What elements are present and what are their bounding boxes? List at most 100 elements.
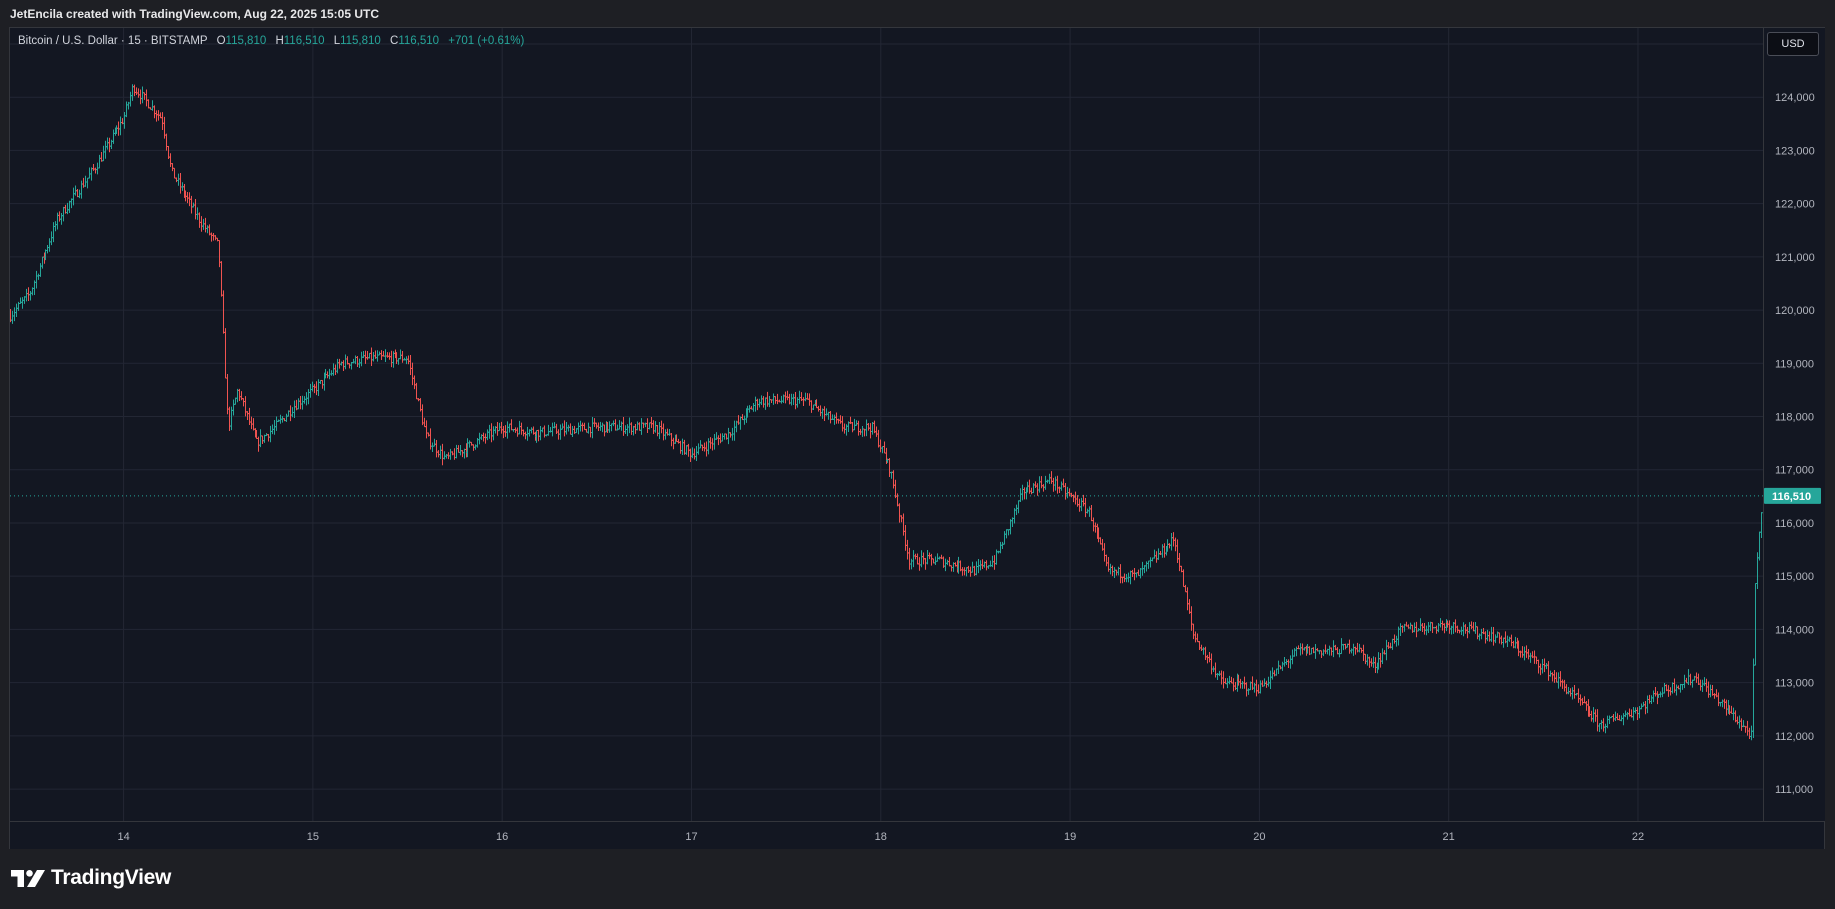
ohlc-bar — [727, 427, 730, 445]
ohlc-bar — [587, 422, 590, 434]
time-tick-label: 17 — [685, 831, 697, 843]
legend-high: 116,510 — [283, 35, 325, 47]
ohlc-bar — [597, 422, 600, 431]
ohlc-bar — [246, 411, 249, 420]
ohlc-bar — [634, 424, 637, 434]
price-axis[interactable]: 111,000 112,000 113,000 114,000 115,000 116,0… — [1763, 28, 1825, 821]
ohlc-bar — [1007, 529, 1010, 536]
ohlc-bar — [1003, 531, 1006, 545]
ohlc-bar — [1458, 629, 1461, 634]
ohlc-bar — [1387, 641, 1390, 649]
ohlc-bar — [648, 422, 651, 430]
ohlc-bar — [851, 421, 854, 433]
ohlc-bar — [1608, 715, 1611, 724]
ohlc-bar — [1074, 491, 1077, 505]
ohlc-bar — [165, 133, 168, 151]
tradingview-logo[interactable]: TradingView — [11, 866, 171, 890]
ohlc-bar — [1551, 672, 1554, 682]
ohlc-bar — [250, 416, 253, 430]
ohlc-bar — [427, 432, 430, 437]
ohlc-bar — [1105, 554, 1108, 567]
ohlc-bar — [92, 163, 95, 171]
ohlc-bar — [415, 382, 418, 400]
ohlc-bar — [626, 424, 629, 437]
price-chart[interactable] — [10, 28, 1763, 821]
price-tick-label: 111,000 — [1775, 784, 1813, 796]
ohlc-bar — [1427, 622, 1430, 634]
ohlc-bar — [84, 175, 87, 187]
currency-button[interactable]: USD — [1767, 32, 1819, 56]
ohlc-bar — [468, 440, 471, 448]
time-tick-label: 21 — [1443, 831, 1455, 843]
ohlc-bar — [1056, 475, 1059, 494]
ohlc-bar — [1606, 715, 1609, 729]
ohlc-bar — [784, 391, 787, 404]
ohlc-bar — [707, 438, 710, 455]
ohlc-bar — [129, 91, 132, 107]
ohlc-bar — [1214, 662, 1217, 678]
ohlc-bar — [1614, 711, 1617, 722]
ohlc-bar — [1182, 569, 1185, 588]
ohlc-bar — [1754, 583, 1757, 666]
ohlc-bar — [1466, 627, 1469, 639]
ohlc-bar — [147, 99, 150, 109]
ohlc-bar — [881, 446, 884, 454]
ohlc-bar — [344, 354, 347, 370]
price-tick-label: 118,000 — [1775, 412, 1814, 424]
ohlc-bar — [413, 375, 416, 390]
ohlc-bar — [654, 421, 657, 433]
ohlc-bar — [179, 173, 182, 194]
ohlc-bar — [1088, 506, 1091, 517]
time-tick-label: 20 — [1253, 831, 1265, 843]
ohlc-bar — [1155, 551, 1158, 563]
ohlc-bar — [1200, 644, 1203, 651]
ohlc-bar — [366, 350, 369, 360]
ohlc-bar — [451, 451, 454, 456]
ohlc-bar — [961, 567, 964, 576]
ohlc-bar — [439, 445, 442, 459]
ohlc-bar — [916, 553, 919, 565]
ohlc-bar — [902, 513, 905, 536]
ohlc-bar — [569, 423, 572, 435]
ohlc-bar — [1746, 720, 1749, 736]
ohlc-bar — [90, 167, 93, 181]
ohlc-bar — [774, 396, 777, 404]
ohlc-bar — [86, 177, 89, 189]
ohlc-bar — [1740, 718, 1743, 731]
ohlc-bar — [792, 393, 795, 406]
ohlc-bar — [1050, 471, 1053, 484]
ohlc-bar — [1099, 537, 1102, 545]
ohlc-bar — [888, 458, 891, 477]
ohlc-bar — [524, 431, 527, 440]
ohlc-bar — [760, 395, 763, 406]
ohlc-bar — [892, 470, 895, 489]
ohlc-bar — [238, 388, 241, 402]
ohlc-bar — [904, 524, 907, 551]
ohlc-bar — [1736, 716, 1739, 725]
ohlc-bar — [1596, 709, 1599, 732]
ohlc-bar — [699, 440, 702, 449]
ohlc-bar — [1119, 564, 1122, 584]
ohlc-bar — [506, 421, 509, 439]
ohlc-bar — [879, 439, 882, 453]
ohlc-bar — [60, 212, 63, 225]
ohlc-bar — [119, 116, 122, 136]
ohlc-bar — [1042, 484, 1045, 492]
ohlc-bar — [1030, 487, 1033, 495]
ohlc-bar — [1210, 653, 1213, 675]
ohlc-bar — [455, 444, 458, 459]
ohlc-bar — [330, 370, 333, 376]
ohlc-bar — [141, 86, 144, 104]
ohlc-bar — [906, 539, 909, 560]
time-axis[interactable]: 14 15 16 17 18 19 20 21 22 — [10, 821, 1824, 849]
ohlc-bar — [1328, 645, 1331, 656]
ohlc-bar — [1527, 648, 1530, 660]
ohlc-bar — [835, 412, 838, 424]
ohlc-bar — [46, 245, 49, 254]
price-tick-label: 117,000 — [1775, 465, 1814, 477]
ohlc-bar — [1362, 644, 1365, 661]
ohlc-bar — [1547, 661, 1550, 681]
legend-high-label: H — [275, 35, 284, 47]
ohlc-bar — [752, 403, 755, 412]
ohlc-bar — [1683, 674, 1686, 689]
